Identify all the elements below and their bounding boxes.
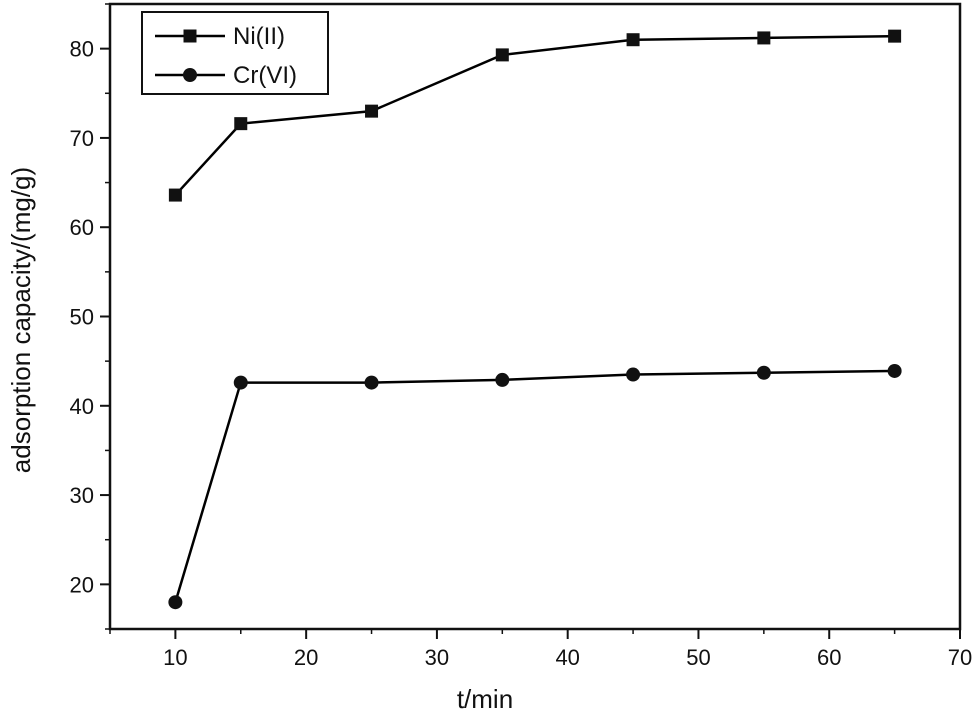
data-point-ni-ii: [234, 117, 248, 131]
x-tick-label: 30: [425, 645, 449, 670]
x-tick-label: 60: [817, 645, 841, 670]
data-point-cr-vi: [364, 375, 379, 390]
data-point-cr-vi: [756, 365, 771, 380]
x-tick-label: 50: [686, 645, 710, 670]
data-point-ni-ii: [495, 48, 509, 62]
series-layer: [168, 29, 902, 610]
legend-item-cr-vi: Cr(VI): [155, 62, 297, 89]
legend-box: [141, 11, 329, 95]
x-tick-label: 40: [555, 645, 579, 670]
data-point-cr-vi: [233, 375, 248, 390]
data-point-ni-ii: [365, 104, 379, 118]
plot-frame: [108, 2, 962, 631]
y-axis-title: adsorption capacity/(mg/g): [6, 167, 36, 473]
data-point-ni-ii: [168, 188, 182, 202]
y-tick-label: 50: [70, 305, 94, 330]
data-point-cr-vi: [626, 367, 641, 382]
data-point-cr-vi: [495, 372, 510, 387]
x-axis-title: t/min: [457, 684, 513, 714]
legend-label: Ni(II): [233, 23, 285, 50]
y-tick-label: 40: [70, 394, 94, 419]
legend: Ni(II) Cr(VI): [141, 11, 329, 95]
data-point-ni-ii: [888, 29, 902, 43]
data-point-cr-vi: [887, 363, 902, 378]
y-tick-label: 20: [70, 572, 94, 597]
x-tick-label: 70: [948, 645, 972, 670]
legend-item-ni-ii: Ni(II): [155, 23, 285, 50]
legend-marker: [183, 68, 197, 82]
y-tick-label: 80: [70, 37, 94, 62]
x-tick-label: 20: [294, 645, 318, 670]
series-line-cr-vi: [174, 369, 895, 603]
y-tick-label: 60: [70, 215, 94, 240]
x-axis: 10 20 30 40 50 60 70: [109, 629, 972, 670]
data-point-ni-ii: [757, 31, 771, 45]
series-cr-vi: [168, 363, 902, 610]
data-point-ni-ii: [626, 33, 640, 47]
legend-label: Cr(VI): [233, 62, 297, 89]
series-ni-ii: [168, 29, 902, 202]
y-tick-label: 70: [70, 126, 94, 151]
x-tick-label: 10: [163, 645, 187, 670]
y-tick-label: 30: [70, 483, 94, 508]
legend-marker: [183, 29, 197, 43]
y-axis: 20 30 40 50 60 70 80: [70, 3, 110, 630]
data-point-cr-vi: [168, 595, 183, 610]
